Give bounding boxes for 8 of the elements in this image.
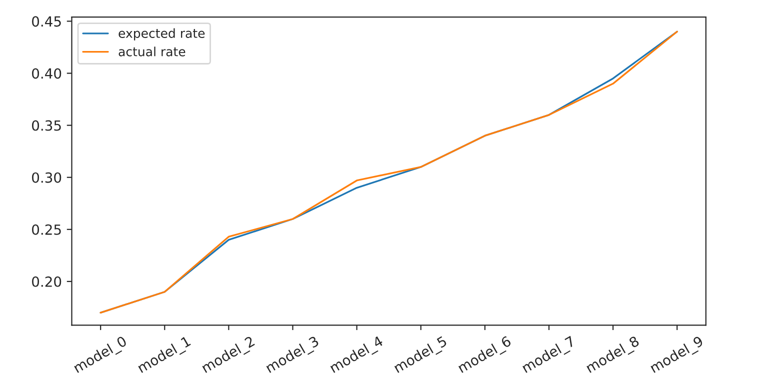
- y-tick-label: 0.30: [32, 172, 62, 183]
- y-tick-label: 0.35: [32, 120, 61, 131]
- y-tick-label: 0.45: [32, 16, 61, 27]
- legend-label: expected rate: [118, 28, 205, 40]
- y-tick-label: 0.25: [32, 224, 61, 235]
- legend-label: actual rate: [118, 46, 186, 56]
- y-tick-label: 0.20: [32, 276, 62, 287]
- y-tick-label: 0.40: [32, 68, 62, 79]
